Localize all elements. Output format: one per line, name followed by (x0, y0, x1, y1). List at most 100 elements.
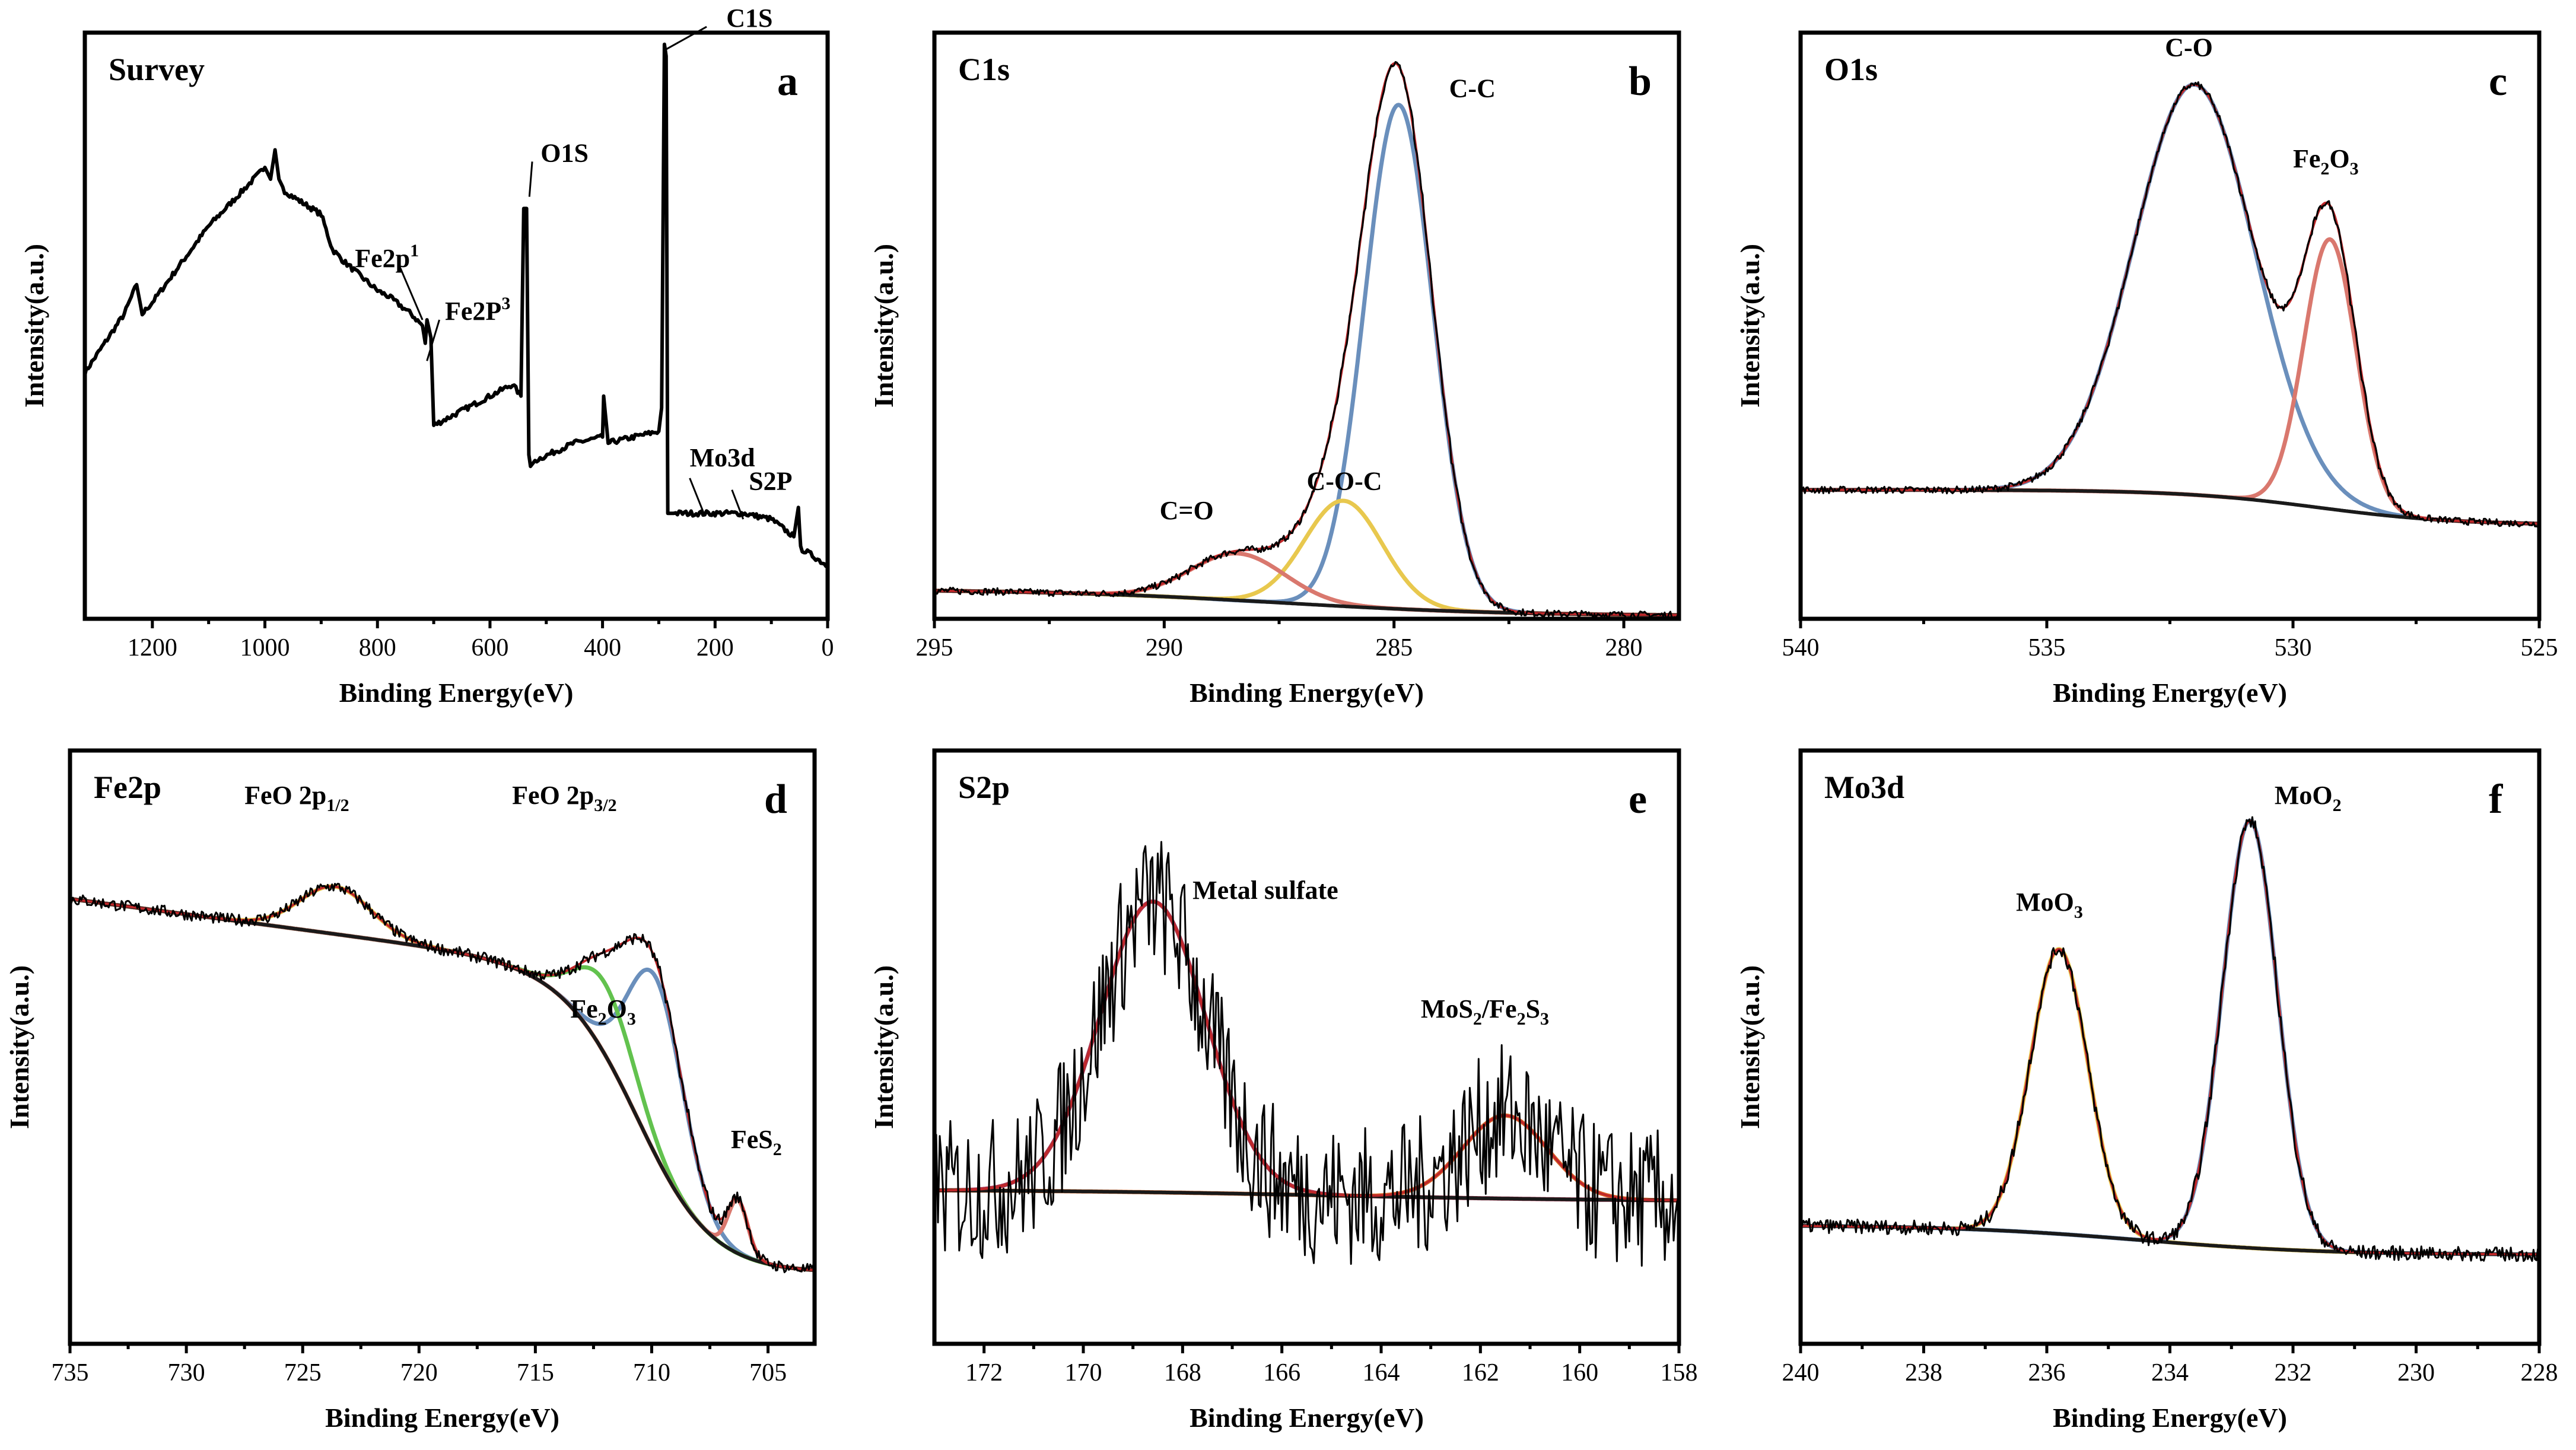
annotation-part: 2 (2333, 796, 2342, 815)
x-tick-label: 164 (1363, 1359, 1400, 1387)
x-tick-label: 172 (965, 1359, 1003, 1387)
annotation-part: FeO 2p (244, 781, 326, 810)
panel-letter: b (1629, 59, 1652, 104)
component-c-o (1801, 82, 2539, 526)
annotation-part: 2 (773, 1140, 782, 1159)
x-tick-label: 710 (633, 1359, 670, 1387)
x-tick-label: 735 (52, 1359, 89, 1387)
x-tick-label: 240 (1782, 1359, 1820, 1387)
component-fes2 (70, 896, 815, 1273)
x-tick-label: 600 (471, 634, 508, 662)
x-tick-label: 730 (168, 1359, 205, 1387)
x-tick-label: 170 (1065, 1359, 1102, 1387)
plot-area (934, 841, 1679, 1267)
annotation-label: FeO 2p3/2​ (512, 781, 616, 815)
annotation-label: C-O (2165, 33, 2213, 62)
envelope-line (1801, 83, 2539, 525)
annotation-part: /Fe (1481, 994, 1517, 1023)
panel-title: Survey (109, 52, 205, 87)
annotation-label: C=O (1160, 496, 1214, 525)
annotation-part: 3 (627, 1009, 636, 1029)
x-axis-label: Binding Energy(eV) (2053, 1403, 2287, 1433)
annotation-part: 3 (2074, 902, 2083, 922)
annotation-label: MoO2​ (2275, 781, 2342, 815)
annotation-part: FeS (731, 1125, 773, 1154)
x-tick-label: 285 (1375, 634, 1413, 662)
x-axis-label: Binding Energy(eV) (1190, 678, 1424, 708)
annotation-label: C-C (1449, 74, 1496, 103)
annotation-part: FeO 2p (512, 781, 594, 810)
annotation-leader (664, 26, 707, 51)
raw-data-line (1801, 816, 2539, 1262)
annotation-label: Mo3d (690, 443, 755, 472)
x-axis-label: Binding Energy(eV) (1190, 1403, 1424, 1433)
x-tick-label: 162 (1462, 1359, 1499, 1387)
x-tick-label: 525 (2521, 634, 2558, 662)
x-tick-label: 720 (400, 1359, 438, 1387)
annotation-part: 2 (1473, 1009, 1482, 1029)
x-axis-label: Binding Energy(eV) (2053, 678, 2287, 708)
annotation-label: Metal sulfate (1192, 876, 1338, 905)
annotation-part: 3/2 (594, 796, 616, 815)
x-tick-label: 0 (822, 634, 834, 662)
x-tick-label: 200 (697, 634, 734, 662)
panel-title: S2p (958, 769, 1010, 805)
panel-d: 735 730 725 720 715 710 705 Binding Energy(eV) I… (4, 748, 817, 1433)
annotation-leader (731, 489, 745, 520)
annotation-part: 1/2 (326, 796, 349, 815)
panel-title: O1s (1824, 52, 1878, 87)
annotation-part: O (2329, 144, 2349, 173)
panel-letter: c (2489, 59, 2507, 104)
annotation-part: C-C (1449, 74, 1496, 103)
annotation-part: S (1526, 994, 1540, 1023)
annotation-label: S2P (749, 467, 792, 496)
x-tick-label: 530 (2275, 634, 2312, 662)
panel-c: 540 535 530 525 Binding Energy(eV) Intensity(… (1735, 30, 2558, 708)
panel-letter: e (1629, 777, 1647, 822)
plot-area (70, 883, 815, 1273)
x-tick-label: 232 (2275, 1359, 2312, 1387)
annotation-label: MoS2​/Fe2​S3​ (1421, 994, 1549, 1029)
panel-a: 1200 1000 800 600 400 200 0 Binding Energy(eV) I… (19, 4, 834, 708)
x-tick-label: 295 (916, 634, 953, 662)
x-axis-label: Binding Energy(eV) (325, 1403, 559, 1433)
annotation-leader (528, 161, 533, 197)
annotation-part: Fe2P (445, 297, 501, 326)
annotation-part: MoO (2275, 781, 2333, 810)
annotation-part: O1S (540, 138, 589, 167)
annotation-label: C1S (726, 4, 772, 33)
panel-f: 240 238 236 234 232 230 228 Binding Energy(eV) I… (1735, 748, 2558, 1433)
component-feo-2p3-2 (70, 896, 815, 1273)
panel-letter: a (777, 59, 798, 104)
x-tick-label: 400 (584, 634, 621, 662)
x-tick-label: 715 (517, 1359, 554, 1387)
annotation-part: C-O (2165, 33, 2213, 62)
annotation-part: 3 (501, 294, 510, 313)
annotation-leader (426, 319, 440, 361)
raw-data-line (70, 883, 815, 1273)
x-tick-label: 228 (2521, 1359, 2558, 1387)
annotation-part: MoS (1421, 994, 1473, 1023)
x-axis-label: Binding Energy(eV) (339, 678, 574, 708)
x-tick-label: 540 (1782, 634, 1820, 662)
component-fe2o3 (1801, 237, 2539, 526)
annotation-part: C-O-C (1307, 467, 1382, 496)
annotation-label: Fe2​O3​ (570, 994, 636, 1029)
plot-frame (82, 30, 830, 621)
plot-area (1801, 81, 2539, 528)
x-tick-label: 705 (749, 1359, 787, 1387)
annotation-label: C-O-C (1307, 467, 1382, 496)
annotation-part: O (607, 994, 627, 1023)
x-tick-label: 168 (1164, 1359, 1201, 1387)
x-tick-label: 166 (1263, 1359, 1300, 1387)
x-tick-label: 535 (2028, 634, 2066, 662)
annotation-leader (399, 266, 424, 320)
x-tick-label: 236 (2028, 1359, 2066, 1387)
annotation-label: MoO3​ (2016, 888, 2083, 922)
annotation-part: C1S (726, 4, 772, 33)
x-tick-label: 230 (2397, 1359, 2435, 1387)
component-moo2 (1801, 818, 2539, 1257)
y-axis-label: Intensity(a.u.) (19, 244, 49, 408)
panel-title: C1s (958, 52, 1010, 87)
